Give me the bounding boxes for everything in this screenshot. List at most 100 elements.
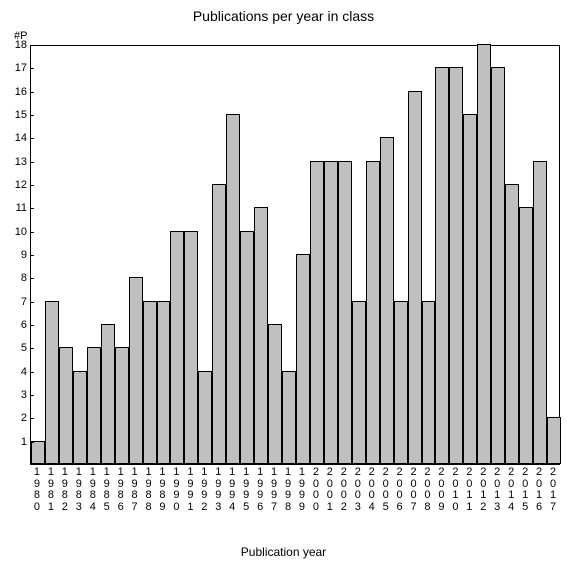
y-tick-label: 10	[7, 226, 27, 238]
y-tick-mark	[30, 92, 34, 93]
bar	[87, 347, 101, 464]
bar	[212, 184, 226, 464]
x-tick-label: 1996	[253, 467, 267, 513]
x-tick-label: 1985	[100, 467, 114, 513]
bar	[435, 67, 449, 464]
bar	[198, 371, 212, 464]
y-tick-label: 8	[7, 272, 27, 284]
x-tick-label: 2004	[365, 467, 379, 513]
x-tick-label: 1986	[114, 467, 128, 513]
bar	[268, 324, 282, 464]
bar	[240, 231, 254, 464]
y-tick-mark	[30, 162, 34, 163]
x-tick-label: 1987	[128, 467, 142, 513]
x-tick-label: 2009	[434, 467, 448, 513]
x-tick-label: 1998	[281, 467, 295, 513]
y-tick-mark	[30, 348, 34, 349]
x-tick-label: 1999	[295, 467, 309, 513]
x-tick-label: 2008	[421, 467, 435, 513]
x-tick-label: 1980	[30, 467, 44, 513]
bar	[170, 231, 184, 464]
x-tick-label: 1997	[267, 467, 281, 513]
bar	[366, 161, 380, 464]
x-tick-label: 2002	[337, 467, 351, 513]
y-tick-label: 6	[7, 319, 27, 331]
y-tick-mark	[30, 395, 34, 396]
x-tick-label: 1993	[211, 467, 225, 513]
x-tick-label: 1990	[169, 467, 183, 513]
y-tick-mark	[30, 138, 34, 139]
x-tick-label: 1988	[142, 467, 156, 513]
y-tick-label: 13	[7, 156, 27, 168]
y-tick-label: 14	[7, 132, 27, 144]
x-tick-label: 2001	[323, 467, 337, 513]
x-tick-label: 1994	[225, 467, 239, 513]
bar	[31, 441, 45, 464]
bar	[101, 324, 115, 464]
bar	[338, 161, 352, 464]
bar	[477, 44, 491, 464]
y-tick-mark	[30, 185, 34, 186]
bar	[296, 254, 310, 464]
x-tick-label: 2012	[476, 467, 490, 513]
x-tick-label: 1991	[183, 467, 197, 513]
x-tick-label: 1995	[239, 467, 253, 513]
y-tick-mark	[30, 255, 34, 256]
bar	[282, 371, 296, 464]
y-tick-mark	[30, 115, 34, 116]
x-tick-label: 2015	[518, 467, 532, 513]
y-tick-mark	[30, 208, 34, 209]
y-tick-mark	[30, 325, 34, 326]
x-tick-label: 1982	[58, 467, 72, 513]
y-tick-label: 17	[7, 62, 27, 74]
x-tick-label: 1984	[86, 467, 100, 513]
y-tick-mark	[30, 232, 34, 233]
x-tick-label: 2011	[462, 467, 476, 513]
bar	[310, 161, 324, 464]
bar	[380, 137, 394, 464]
bar	[184, 231, 198, 464]
x-tick-label: 2007	[407, 467, 421, 513]
y-tick-label: 5	[7, 342, 27, 354]
x-tick-label: 1992	[197, 467, 211, 513]
bar	[143, 301, 157, 464]
x-axis-label: Publication year	[0, 545, 567, 559]
bar	[226, 114, 240, 464]
y-tick-label: 15	[7, 109, 27, 121]
bar	[533, 161, 547, 464]
y-tick-mark	[30, 442, 34, 443]
y-tick-mark	[30, 45, 34, 46]
x-tick-label: 2016	[532, 467, 546, 513]
bar	[73, 371, 87, 464]
bar	[254, 207, 268, 464]
bar	[547, 417, 561, 464]
y-tick-label: 18	[7, 39, 27, 51]
x-tick-label: 2006	[393, 467, 407, 513]
y-tick-label: 1	[7, 436, 27, 448]
y-tick-label: 2	[7, 412, 27, 424]
bar	[324, 161, 338, 464]
y-tick-mark	[30, 278, 34, 279]
y-tick-mark	[30, 372, 34, 373]
x-tick-label: 1981	[44, 467, 58, 513]
bar	[157, 301, 171, 464]
bar	[59, 347, 73, 464]
y-tick-label: 7	[7, 296, 27, 308]
bar	[505, 184, 519, 464]
bars-group	[31, 46, 559, 464]
x-tick-label: 1983	[72, 467, 86, 513]
bar	[45, 301, 59, 464]
y-tick-label: 9	[7, 249, 27, 261]
x-tick-label: 2003	[351, 467, 365, 513]
bar	[115, 347, 129, 464]
bar	[422, 301, 436, 464]
y-tick-mark	[30, 302, 34, 303]
y-tick-label: 12	[7, 179, 27, 191]
chart-title: Publications per year in class	[0, 8, 567, 24]
y-tick-mark	[30, 418, 34, 419]
x-tick-label: 2017	[546, 467, 560, 513]
y-tick-label: 3	[7, 389, 27, 401]
x-tick-label: 2005	[379, 467, 393, 513]
x-tick-label: 2013	[490, 467, 504, 513]
y-tick-label: 4	[7, 366, 27, 378]
